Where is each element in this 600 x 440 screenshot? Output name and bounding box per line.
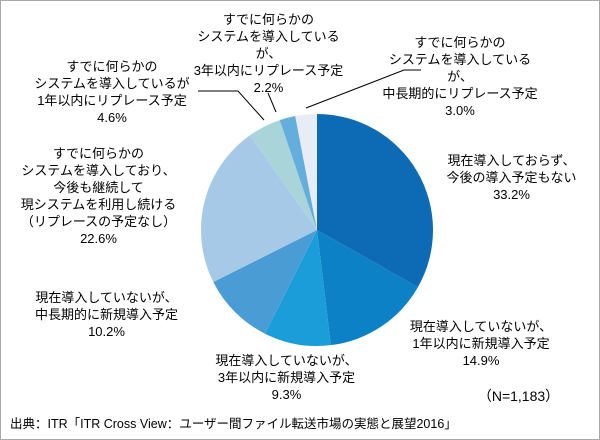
sample-size-note: （N=1,183） — [477, 388, 560, 404]
slice-label-replace-within-1yr: すでに何らかの システムを導入しているが 1年以内にリプレース予定 4.6% — [34, 59, 190, 125]
slice-label-replace-mid-long-term: すでに何らかの システムを導入しているが、 中長期的にリプレース予定 3.0% — [382, 35, 538, 118]
slice-label-new-within-3yr: 現在導入していないが、 3年以内に新規導入予定 9.3% — [215, 353, 358, 402]
pie-slice-14.9% — [317, 230, 418, 346]
pie-slice-10.2% — [213, 230, 317, 334]
slice-label-replace-within-3yr: すでに何らかの システムを導入しているが、 3年以内にリプレース予定 2.2% — [193, 12, 344, 95]
pie-slices — [200, 113, 434, 346]
leader-lines — [198, 69, 421, 121]
leader-line-4.6 — [198, 90, 265, 121]
leader-line-3.0 — [305, 69, 421, 109]
pie-slice-2.2% — [279, 116, 317, 230]
slice-label-continue-current-system: すでに何らかの システムを導入しており、 今後も継続して 現システムを利用し続け… — [20, 146, 177, 246]
pie-slice-3.0% — [295, 113, 317, 230]
pie-slice-33.2% — [317, 114, 434, 288]
pie-slice-22.6% — [200, 135, 317, 283]
leader-line-2.2 — [267, 92, 277, 113]
pie-slice-9.3% — [264, 230, 331, 346]
slice-label-no-plans: 現在導入しておらず、 今後の導入予定もない 33.2% — [446, 153, 577, 202]
source-text: 出典：ITR「ITR Cross View：ユーザー間ファイル転送市場の実態と展… — [10, 417, 457, 431]
pie-slice-4.6% — [250, 120, 317, 230]
slice-label-new-within-1yr: 現在導入していないが、 1年以内に新規導入予定 14.9% — [409, 319, 553, 368]
slice-label-new-mid-long-term: 現在導入していないが、 中長期的に新規導入予定 10.2% — [34, 290, 178, 339]
